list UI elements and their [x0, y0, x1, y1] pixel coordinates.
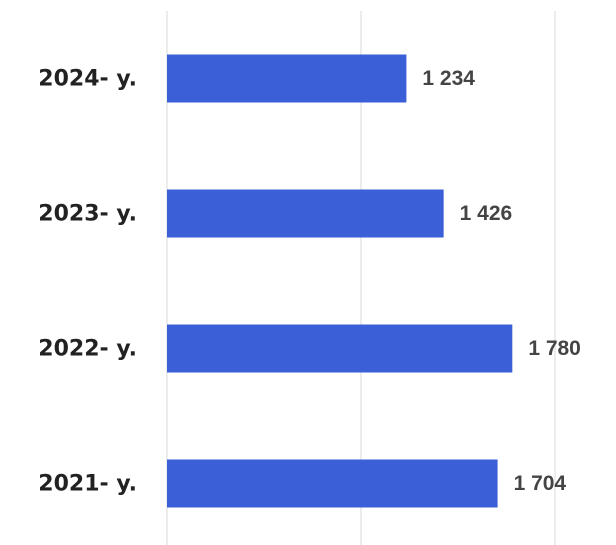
- value-label: 1 234: [422, 67, 475, 90]
- value-label: 1 780: [528, 337, 581, 360]
- value-label: 1 704: [514, 472, 567, 495]
- category-label: 2022- y.: [38, 337, 137, 362]
- bar: [167, 459, 498, 508]
- value-label: 1 426: [460, 202, 513, 225]
- bar: [167, 189, 444, 238]
- bar: [167, 324, 513, 373]
- bar: [167, 54, 407, 103]
- category-label: 2024- y.: [38, 67, 137, 92]
- category-label: 2021- y.: [38, 472, 137, 497]
- category-label: 2023- y.: [38, 202, 137, 227]
